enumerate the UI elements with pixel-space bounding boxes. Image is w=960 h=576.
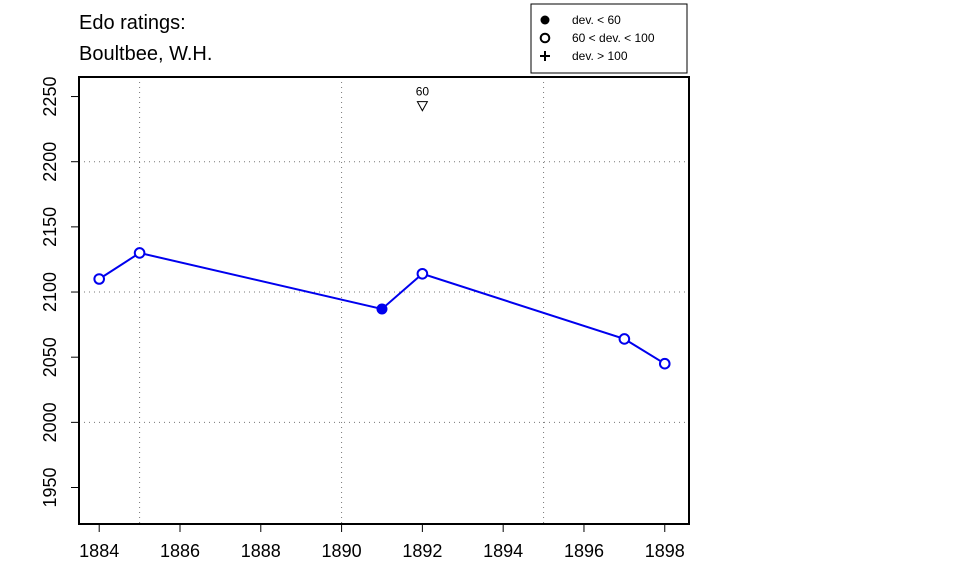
annotation-label: 60 <box>416 85 430 99</box>
legend-marker-filled-circle <box>540 15 550 25</box>
data-point-open <box>93 273 105 285</box>
legend-label: 60 < dev. < 100 <box>572 31 655 45</box>
data-point-open <box>133 247 146 259</box>
x-axis: 1884 1886 1888 1890 1892 1894 1896 1898 <box>79 523 685 561</box>
y-tick-label: 2250 <box>40 77 60 117</box>
data-point-open <box>416 267 429 280</box>
chart-subtitle: Boultbee, W.H. <box>79 43 212 65</box>
legend-marker-open-circle <box>539 32 551 44</box>
x-tick-label: 1892 <box>402 541 442 561</box>
y-tick-label: 2050 <box>40 337 60 377</box>
y-tick-label: 2150 <box>40 207 60 247</box>
data-points <box>93 247 671 370</box>
chart-title: Edo ratings: <box>79 12 186 34</box>
legend-label: dev. < 60 <box>572 13 621 27</box>
y-axis: 1950 2000 2050 2100 2150 2200 2250 <box>40 77 79 508</box>
legend-marker-plus <box>540 51 550 61</box>
x-tick-label: 1896 <box>564 541 604 561</box>
data-point-filled <box>376 303 388 315</box>
legend: dev. < 60 60 < dev. < 100 dev. > 100 <box>530 3 688 74</box>
legend-label: dev. > 100 <box>572 49 628 63</box>
series-line <box>98 251 666 365</box>
x-tick-label: 1888 <box>241 541 281 561</box>
legend-box <box>530 3 688 74</box>
y-tick-label: 1950 <box>40 467 60 507</box>
data-point-open <box>618 333 631 345</box>
x-tick-label: 1886 <box>160 541 200 561</box>
x-tick-label: 1884 <box>79 541 119 561</box>
y-tick-label: 2100 <box>40 272 60 312</box>
y-tick-label: 2200 <box>40 142 60 182</box>
y-tick-label: 2000 <box>40 402 60 442</box>
annotation-triangle-marker <box>416 101 429 112</box>
x-tick-label: 1898 <box>645 541 685 561</box>
annotations: 60 <box>416 85 430 112</box>
x-tick-label: 1894 <box>483 541 523 561</box>
grid-lines <box>79 77 689 524</box>
data-point-open <box>658 357 671 370</box>
plot-frame <box>78 76 690 525</box>
rating-line <box>98 251 666 365</box>
x-tick-label: 1890 <box>322 541 362 561</box>
